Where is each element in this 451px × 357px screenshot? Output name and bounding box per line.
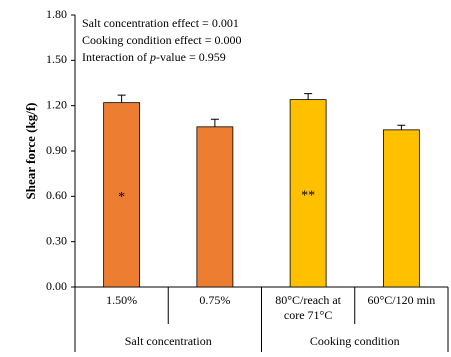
y-tick-label: 0.60 [46,188,67,202]
y-tick-label: 0.30 [46,233,67,247]
x-tick-label-line: 80°C/reach at [275,293,341,307]
group-label: Salt concentration [125,334,212,348]
note-part: Interaction of [82,50,150,64]
y-tick-label: 1.80 [46,7,67,21]
x-tick-label: 0.75% [199,293,230,307]
note-part: Salt concentration effect = 0.001 [82,16,239,30]
y-tick-label: 0.00 [46,279,67,293]
group-label: Cooking condition [310,334,400,348]
bar [382,129,420,288]
bar-annotation: * [118,190,125,205]
note-part: p [149,50,156,64]
y-tick-label: 0.90 [46,143,67,157]
note: Salt concentration effect = 0.001 [82,16,239,30]
error-bar [210,118,219,127]
bar-annotation: ** [301,189,315,204]
x-tick-label: 60°C/120 min [367,293,435,307]
y-tick-label: 1.20 [46,97,67,111]
x-tick-label: 1.50% [106,293,137,307]
y-tick-label: 1.50 [46,52,67,66]
y-axis-title: Shear force (kg/f) [23,103,38,200]
note-part: -value = 0.959 [156,50,226,64]
error-bar [304,93,313,100]
bar [103,102,141,288]
bar [196,126,234,288]
bar [289,99,327,288]
x-tick-label: 80°C/reach at core 71°C [275,293,341,322]
x-tick-label-line: core 71°C [284,308,332,322]
error-bar [397,124,406,130]
error-bar [117,94,126,103]
note: Interaction of p-value = 0.959 [82,50,226,64]
note: Cooking condition effect = 0.000 [82,33,242,47]
note-part: Cooking condition effect = 0.000 [82,33,242,47]
